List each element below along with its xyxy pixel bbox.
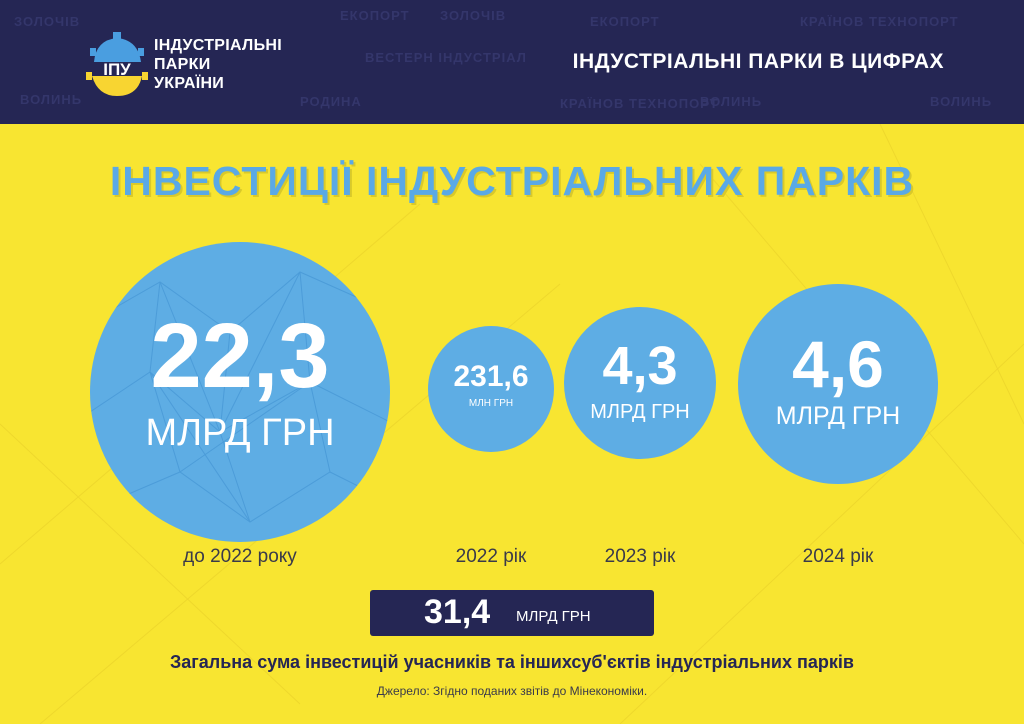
header-title: ІНДУСТРІАЛЬНІ ПАРКИ В ЦИФРАХ — [572, 50, 944, 73]
pattern-word: РОДИНА — [300, 94, 362, 109]
logo-line: ІНДУСТРІАЛЬНІ — [154, 37, 282, 54]
investment-value: 4,3 — [602, 336, 678, 396]
total-value: 31,4 — [424, 593, 491, 631]
investment-circle-2023: 4,3 МЛРД ГРН — [564, 307, 716, 459]
total-badge: 31,4 МЛРД ГРН — [370, 590, 654, 636]
pattern-word: ВОЛИНЬ — [20, 92, 83, 107]
pattern-word: ВОЛИНЬ — [700, 94, 763, 109]
logo-line: ПАРКИ — [154, 56, 211, 73]
pattern-word: ЗОЛОЧІВ — [14, 14, 81, 29]
pattern-word: ЕКОПОРТ — [340, 8, 410, 23]
investment-circle-before-2022: 22,3 МЛРД ГРН — [90, 242, 390, 542]
pattern-word: КРАЇНОВ ТЕХНОПОРТ — [560, 96, 719, 111]
pattern-word: ВОЛИНЬ — [930, 94, 993, 109]
investment-value: 22,3 — [150, 305, 330, 407]
pattern-word: ВЕСТЕРН ІНДУСТРІАЛ — [365, 50, 527, 65]
investment-unit: МЛРД ГРН — [590, 401, 690, 423]
header-logo-pattern: ЕКОПОРТ ЕКОПОРТ ВОЛИНЬ ВЕСТЕРН ІНДУСТРІА… — [0, 0, 1024, 124]
investment-value: 4,6 — [792, 327, 884, 401]
total-unit: МЛРД ГРН — [516, 608, 591, 625]
pattern-word: ЕКОПОРТ — [590, 14, 660, 29]
gear-map-logo-icon: ІПУ — [86, 32, 148, 96]
period-label: 2022 рік — [455, 546, 527, 567]
investment-unit: МЛН ГРН — [468, 398, 514, 409]
period-label: 2024 рік — [802, 546, 874, 567]
period-label: до 2022 року — [183, 546, 297, 567]
period-label: 2023 рік — [604, 546, 676, 567]
logo-letters: ІПУ — [103, 60, 131, 79]
summary-caption: Загальна сума інвестицій учасників та ін… — [170, 652, 854, 672]
main-title: ІНВЕСТИЦІЇ ІНДУСТРІАЛЬНИХ ПАРКІВ — [109, 158, 915, 204]
pattern-word: ЗОЛОЧІВ — [440, 8, 507, 23]
investment-circle-2022: 231,6 МЛН ГРН — [428, 326, 554, 452]
header-banner: ЕКОПОРТ ЕКОПОРТ ВОЛИНЬ ВЕСТЕРН ІНДУСТРІА… — [0, 0, 1024, 124]
pattern-word: КРАЇНОВ ТЕХНОПОРТ — [800, 14, 959, 29]
investment-unit: МЛРД ГРН — [145, 412, 335, 454]
logo-wordmark: ІНДУСТРІАЛЬНІ ПАРКИ УКРАЇНИ — [154, 36, 282, 93]
logo-line: УКРАЇНИ — [154, 75, 225, 92]
investment-unit: МЛРД ГРН — [775, 402, 901, 430]
ipu-logo: ІПУ ІНДУСТРІАЛЬНІ ПАРКИ УКРАЇНИ — [86, 32, 296, 102]
investment-circle-2024: 4,6 МЛРД ГРН — [738, 284, 938, 484]
network-pattern — [90, 271, 390, 523]
investment-value: 231,6 — [453, 360, 529, 393]
source-note: Джерело: Згідно поданих звітів до Мінеко… — [376, 684, 648, 698]
